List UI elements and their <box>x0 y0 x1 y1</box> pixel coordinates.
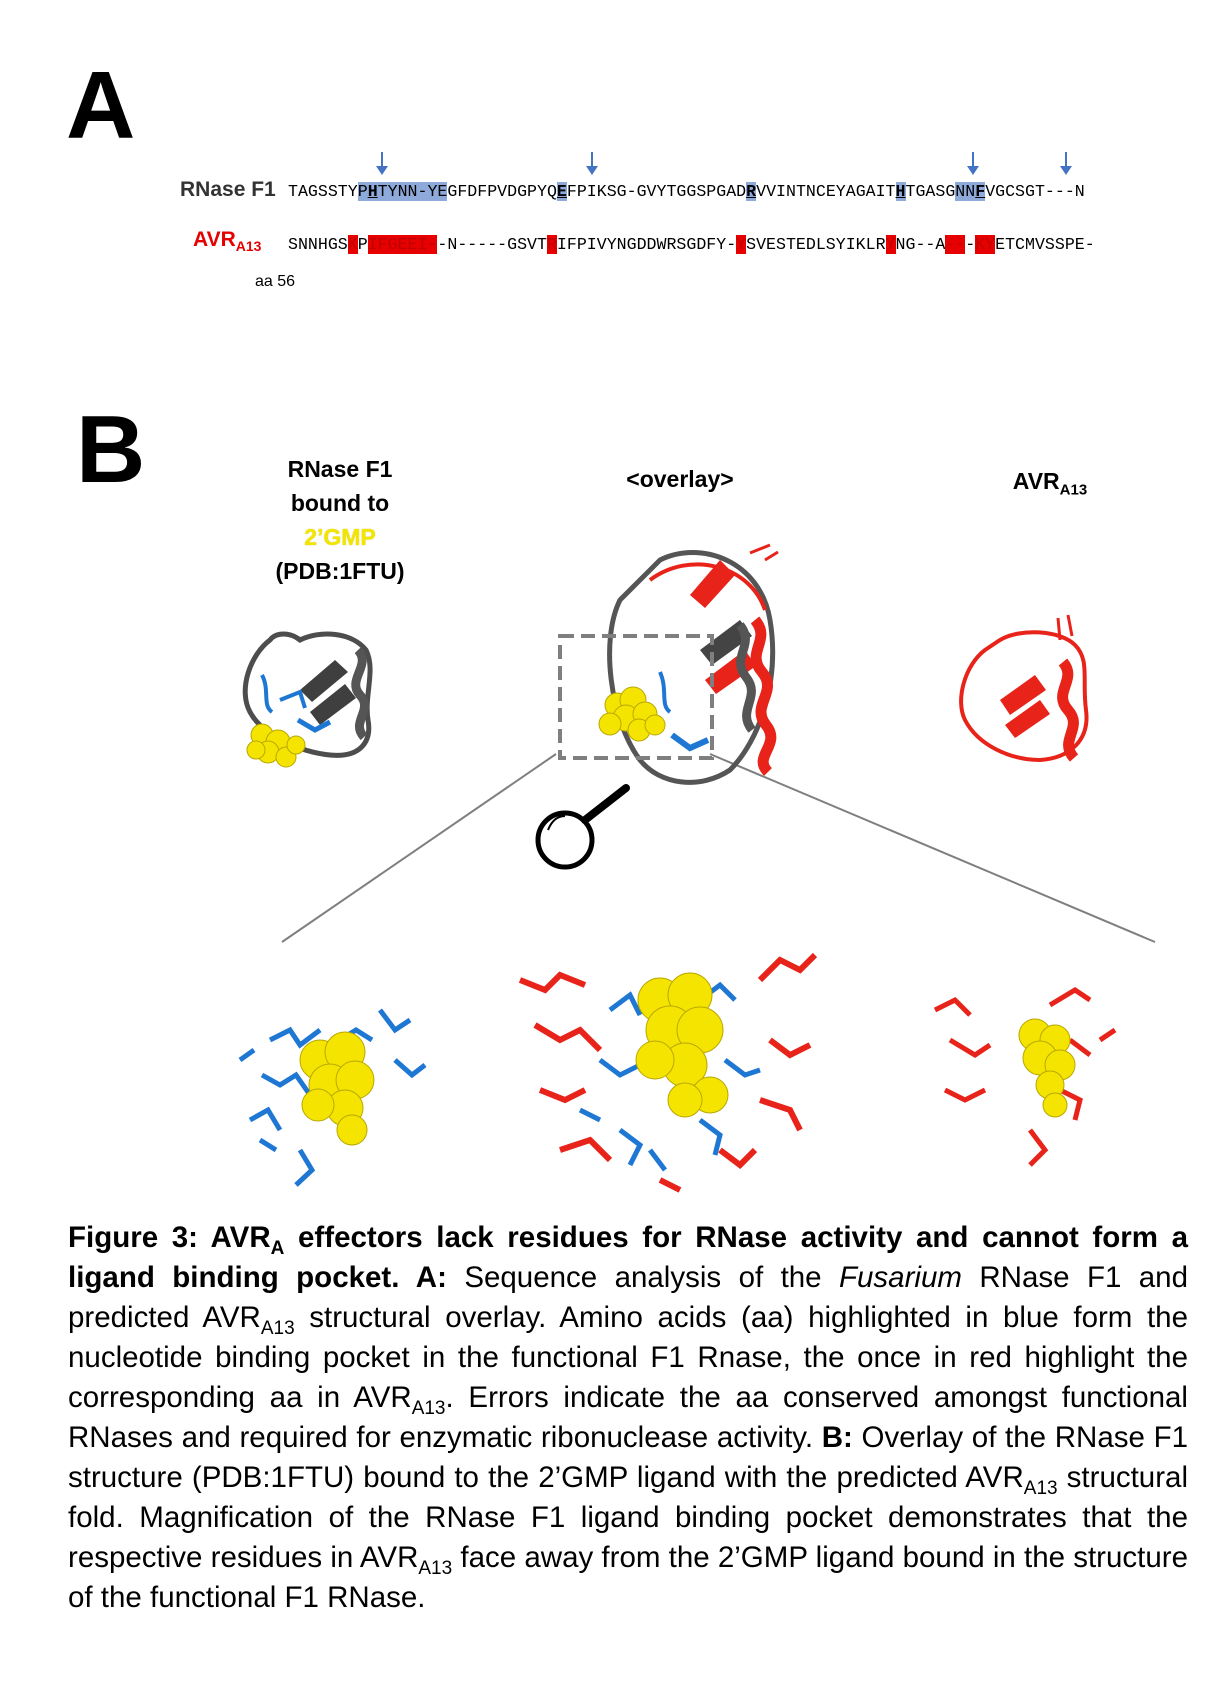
zoom-box <box>558 634 714 760</box>
sequence-segment: Y <box>885 235 896 254</box>
zoom-line-left <box>281 753 557 943</box>
overlay-structure <box>558 543 779 785</box>
sequence-segment: TAGSSTY <box>288 182 358 201</box>
magnifier-icon <box>535 784 630 870</box>
sequence-rnase-f1: TAGSSTYPHTYNN-YEGFDFPVDGPYQEFPIKSG-GVYTG… <box>288 182 1085 201</box>
zoom-overlay-pocket <box>518 952 818 1193</box>
sequence-segment: F <box>975 182 986 201</box>
sequence-segment: FPIKSG-GVYTGGSPGAD <box>566 182 747 201</box>
panel-letter-b: B <box>76 396 146 503</box>
structure-label-rnase-f1: RNase F1 bound to 2’GMP (PDB:1FTU) <box>275 456 405 584</box>
sequence-segment: H <box>895 182 906 201</box>
sequence-segment: NN <box>955 182 976 201</box>
sequence-segment: E <box>556 182 567 201</box>
aa-position-note: aa 56 <box>255 273 296 290</box>
zoom-avr-a13-pocket <box>933 987 1117 1167</box>
sequence-segment: VVINTNCEYAGAIT <box>756 182 896 201</box>
zoom-line-right <box>709 753 1156 943</box>
sequence-segment: GFDFPVDGPYQ <box>447 182 557 201</box>
sequence-segment: IFPIVYNGDDWRSGDFY- <box>556 235 737 254</box>
sequence-avr-a13: SNNHGSKPIFGEEI--N-----GSVTRIFPIVYNGDDWRS… <box>288 235 1095 254</box>
sequence-segment: P <box>357 182 368 201</box>
sequence-segment: TYNN-YE <box>377 182 448 201</box>
sequence-segment: VGCSGT---N <box>985 182 1085 201</box>
caption-label-a: A: <box>399 1261 447 1294</box>
structure-label-avr-a13: AVRA13 <box>1012 468 1088 499</box>
figure-caption: Figure 3: AVRA effectors lack residues f… <box>68 1221 1189 1614</box>
sequence-segment: IFGEEI- <box>367 235 438 254</box>
sequence-segment: H <box>367 182 378 201</box>
panel-letter-a: A <box>66 52 136 159</box>
sequence-segment: K <box>347 235 358 254</box>
sequence-segment: -- <box>945 235 966 254</box>
sequence-segment: ETCMVSSPE- <box>995 235 1095 254</box>
sequence-segment: NG--A <box>895 235 946 254</box>
sequence-segment: R <box>546 235 557 254</box>
rnase-f1-structure <box>242 631 373 768</box>
sequence-segment: P <box>357 235 368 254</box>
sequence-segment: TGASG <box>905 182 956 201</box>
sequence-segment: SNNHGS <box>288 235 348 254</box>
sequence-segment: -N-----GSVT <box>437 235 547 254</box>
sequence-segment: KY <box>975 235 996 254</box>
sequence-segment: Y <box>736 235 747 254</box>
sequence-name-avr-a13: AVRA13 <box>193 228 262 255</box>
caption-figure-title: Figure 3: AVRA effectors lack residues f… <box>68 1221 1189 1294</box>
caption-label-b: B: <box>813 1421 853 1454</box>
zoom-rnase-f1-pocket <box>238 1008 427 1187</box>
avr-a13-structure <box>959 614 1089 763</box>
structure-label-overlay: <overlay> <box>626 466 734 492</box>
sequence-segment: SVESTEDLSYIKLR <box>746 235 886 254</box>
sequence-segment: - <box>965 235 976 254</box>
sequence-name-rnase-f1: RNase F1 <box>180 178 276 201</box>
sequence-segment: R <box>746 182 757 201</box>
